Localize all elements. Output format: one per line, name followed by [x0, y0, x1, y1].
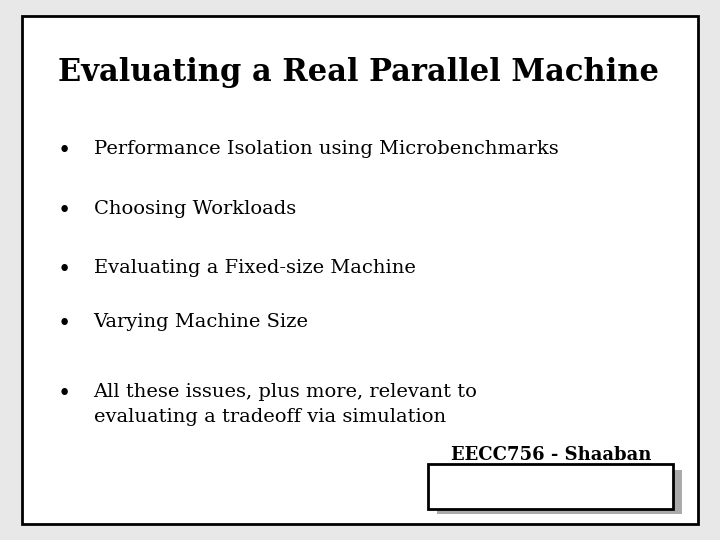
Text: •: • [58, 200, 71, 222]
Text: All these issues, plus more, relevant to
evaluating a tradeoff via simulation: All these issues, plus more, relevant to… [94, 383, 477, 426]
Text: Performance Isolation using Microbenchmarks: Performance Isolation using Microbenchma… [94, 140, 558, 158]
Text: •: • [58, 313, 71, 335]
Text: Varying Machine Size: Varying Machine Size [94, 313, 309, 331]
Text: •: • [58, 259, 71, 281]
Text: Evaluating a Real Parallel Machine: Evaluating a Real Parallel Machine [58, 57, 659, 87]
Text: #26  lec #9   Spring2008  4-29-2008: #26 lec #9 Spring2008 4-29-2008 [460, 497, 642, 505]
Text: Evaluating a Fixed-size Machine: Evaluating a Fixed-size Machine [94, 259, 415, 277]
Text: Choosing Workloads: Choosing Workloads [94, 200, 296, 218]
Text: •: • [58, 140, 71, 163]
Text: •: • [58, 383, 71, 406]
Text: EECC756 - Shaaban: EECC756 - Shaaban [451, 446, 651, 464]
